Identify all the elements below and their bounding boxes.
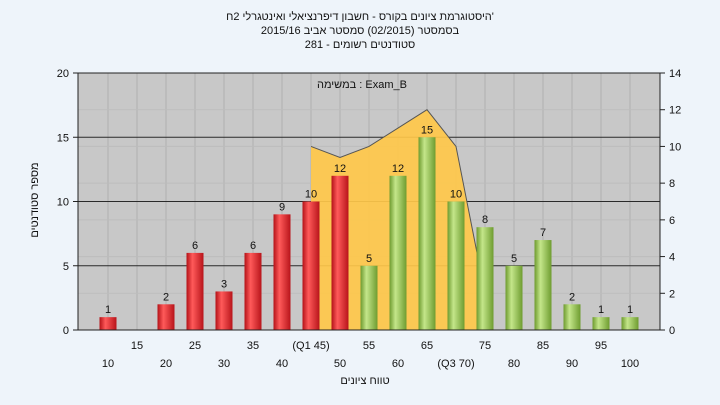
y-right-tick-label: 12 <box>669 105 681 117</box>
data-label-40: 9 <box>279 201 285 213</box>
data-label-80: 5 <box>511 253 517 265</box>
bar-55 <box>360 265 378 330</box>
y-axis-left-ticks: 0 5 10 15 20 <box>57 68 78 337</box>
chart-title-line-1: היסטוגרמת ציונים בקורס - חשבון דיפרנציאל… <box>226 10 494 23</box>
bar-series <box>99 137 639 330</box>
y-right-tick-label: 10 <box>669 141 681 153</box>
y-axis-label: מספר סטודנטים <box>29 162 41 237</box>
x-tick-label-top: 75 <box>479 340 491 352</box>
y-left-tick-label: 0 <box>63 325 69 337</box>
x-axis-label: טווח ציונים <box>340 375 389 387</box>
x-axis-ticks: 15 25 35 (Q1 45) 55 65 75 85 95 10 20 30 40 50 60 (Q3 7… <box>102 340 639 370</box>
data-label-30: 3 <box>221 278 227 290</box>
data-label-85: 7 <box>540 227 546 239</box>
data-label-70: 10 <box>450 189 462 201</box>
x-tick-label-bottom: 100 <box>621 358 639 370</box>
y-left-tick-label: 5 <box>63 261 69 273</box>
data-label-50: 12 <box>334 163 346 175</box>
task-annotation: במשימה : Exam_B <box>317 79 407 91</box>
x-tick-label-bottom: 90 <box>566 358 578 370</box>
y-left-tick-label: 15 <box>57 132 69 144</box>
data-label-65: 15 <box>421 124 433 136</box>
bar-70 <box>447 201 465 330</box>
x-tick-label-bottom: 30 <box>218 358 230 370</box>
y-right-tick-label: 4 <box>669 252 675 264</box>
data-label-95: 1 <box>598 304 604 316</box>
y-axis-right-ticks: 0 2 4 6 8 10 12 14 <box>660 68 681 337</box>
bar-80 <box>505 265 523 330</box>
x-tick-label-bottom: 60 <box>392 358 404 370</box>
data-label-60: 12 <box>392 163 404 175</box>
x-tick-label-top: (Q1 45) <box>292 340 329 352</box>
x-tick-label-bottom: (Q3 70) <box>437 358 474 370</box>
bar-100 <box>621 317 639 330</box>
data-label-100: 1 <box>627 304 633 316</box>
bar-65 <box>418 137 436 330</box>
x-tick-label-bottom: 40 <box>276 358 288 370</box>
x-tick-label-bottom: 50 <box>334 358 346 370</box>
data-label-45: 10 <box>305 189 317 201</box>
x-tick-label-bottom: 80 <box>508 358 520 370</box>
bar-60 <box>389 175 407 330</box>
x-tick-label-top: 55 <box>363 340 375 352</box>
bar-50 <box>331 175 349 330</box>
bar-85 <box>534 240 552 330</box>
x-tick-label-top: 35 <box>247 340 259 352</box>
y-left-tick-label: 10 <box>57 197 69 209</box>
bar-95 <box>592 317 610 330</box>
bar-90 <box>563 304 581 330</box>
x-tick-label-bottom: 20 <box>160 358 172 370</box>
data-label-55: 5 <box>366 253 372 265</box>
x-tick-label-top: 95 <box>595 340 607 352</box>
data-label-20: 2 <box>163 291 169 303</box>
bar-25 <box>186 252 204 330</box>
bar-40 <box>273 214 291 330</box>
x-tick-label-top: 85 <box>537 340 549 352</box>
x-tick-label-top: 15 <box>131 340 143 352</box>
y-right-tick-label: 14 <box>669 68 681 80</box>
bar-10 <box>99 317 117 330</box>
x-tick-label-top: 65 <box>421 340 433 352</box>
y-right-tick-label: 8 <box>669 178 675 190</box>
y-right-tick-label: 6 <box>669 215 675 227</box>
y-right-tick-label: 0 <box>669 325 675 337</box>
bar-45 <box>302 201 320 330</box>
data-label-10: 1 <box>105 304 111 316</box>
data-label-90: 2 <box>569 291 575 303</box>
x-tick-label-bottom: 10 <box>102 358 114 370</box>
bar-20 <box>157 304 175 330</box>
cumulative-area-line <box>310 109 486 294</box>
chart-title-line-2: בסמסטר (02/2015) סמסטר אביב 2015/16 <box>261 25 460 37</box>
bar-75 <box>476 227 494 330</box>
bar-35 <box>244 252 262 330</box>
y-right-tick-label: 2 <box>669 288 675 300</box>
data-label-35: 6 <box>250 240 256 252</box>
data-label-75: 8 <box>482 214 488 226</box>
data-label-25: 6 <box>192 240 198 252</box>
chart-title-line-3: 281 - סטודנטים רשומים <box>305 39 416 51</box>
y-left-tick-label: 20 <box>57 68 69 80</box>
bar-30 <box>215 291 233 330</box>
x-tick-label-top: 25 <box>189 340 201 352</box>
